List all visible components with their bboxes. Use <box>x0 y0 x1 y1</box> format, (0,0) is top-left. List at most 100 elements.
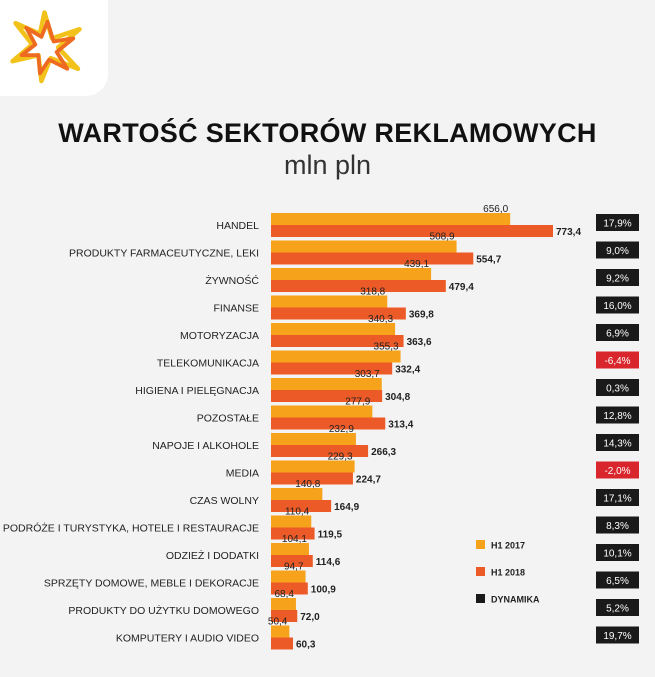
legend-label: H1 2017 <box>491 541 525 551</box>
value-label-h1-2018: 119,5 <box>318 530 343 541</box>
bar-h1-2017 <box>271 350 401 363</box>
bar-h1-2018 <box>271 390 383 402</box>
bar-h1-2018 <box>271 555 313 567</box>
bar-h1-2018 <box>271 472 353 485</box>
value-label-h1-2018: 304,8 <box>385 392 410 403</box>
bar-h1-2017 <box>271 295 388 308</box>
dynamika-value: 17,1% <box>603 494 631 505</box>
bar-h1-2018 <box>271 527 315 540</box>
dynamika-badge <box>596 269 639 286</box>
category-label: POZOSTAŁE <box>197 413 259 425</box>
dynamika-badge <box>596 544 639 561</box>
bar-h1-2017 <box>271 570 306 583</box>
dynamika-value: -2,0% <box>604 466 630 477</box>
dynamika-badge <box>596 214 639 231</box>
bar-h1-2017 <box>271 543 309 555</box>
category-label: PRODUKTY DO UŻYTKU DOMOWEGO <box>68 604 259 617</box>
bar-h1-2018 <box>271 445 369 457</box>
bar-h1-2018 <box>271 252 474 265</box>
dynamika-badge <box>596 626 639 644</box>
value-label-h1-2018: 369,8 <box>409 310 434 321</box>
value-label-h1-2017: 656,0 <box>483 204 508 215</box>
value-label-h1-2018: 114,6 <box>316 557 341 568</box>
value-label-h1-2017: 104,1 <box>282 534 307 545</box>
category-label: CZAS WOLNY <box>190 495 259 507</box>
dynamika-badge <box>596 296 639 314</box>
legend-label: DYNAMIKA <box>491 595 540 605</box>
value-label-h1-2018: 224,7 <box>356 475 381 486</box>
bar-h1-2018 <box>271 637 293 650</box>
bar-h1-2018 <box>271 280 446 292</box>
dynamika-value: 0,3% <box>606 384 629 395</box>
bar-h1-2018 <box>271 335 404 347</box>
value-label-h1-2017: 229,3 <box>328 452 353 463</box>
dynamika-value: 19,7% <box>603 631 631 642</box>
value-label-h1-2017: 110,4 <box>285 507 310 518</box>
chart-title: WARTOŚĆ SEKTORÓW REKLAMOWYCH <box>58 118 597 148</box>
bar-h1-2017 <box>271 515 312 528</box>
dynamika-value: 12,8% <box>603 411 631 422</box>
value-label-h1-2017: 318,8 <box>360 287 385 298</box>
category-label: MOTORYZACJA <box>180 330 259 342</box>
bar-h1-2017 <box>271 488 323 500</box>
value-label-h1-2017: 508,9 <box>430 232 455 243</box>
bar-h1-2017 <box>271 598 296 610</box>
dynamika-value: 8,3% <box>606 521 629 532</box>
dynamika-value: 10,1% <box>603 549 631 560</box>
value-label-h1-2018: 554,7 <box>476 255 501 266</box>
value-label-h1-2018: 773,4 <box>556 227 581 238</box>
category-label: MEDIA <box>226 468 259 480</box>
bar-h1-2017 <box>271 433 356 445</box>
value-label-h1-2017: 232,9 <box>329 424 354 435</box>
value-label-h1-2018: 363,6 <box>407 337 432 348</box>
category-label: ŻYWNOŚĆ <box>205 274 259 287</box>
category-label: HANDEL <box>216 220 259 232</box>
bar-h1-2017 <box>271 268 432 280</box>
chart-subtitle: mln pln <box>283 150 372 180</box>
dynamika-badge <box>596 516 639 534</box>
bar-h1-2017 <box>271 460 355 473</box>
value-label-h1-2018: 313,4 <box>388 420 413 431</box>
category-label: TELEKOMUNIKACJA <box>157 358 259 370</box>
value-label-h1-2017: 439,1 <box>404 259 429 270</box>
dynamika-badge <box>596 571 639 589</box>
dynamika-value: -6,4% <box>604 356 630 367</box>
value-label-h1-2017: 340,3 <box>368 314 393 325</box>
bar-h1-2018 <box>271 225 553 237</box>
bar-h1-2018 <box>271 362 393 375</box>
bar-h1-2017 <box>271 213 511 225</box>
dynamika-value: 14,3% <box>603 439 631 450</box>
dynamika-value: 9,0% <box>606 246 629 257</box>
value-label-h1-2017: 50,4 <box>268 617 288 628</box>
category-label: SPRZĘTY DOMOWE, MEBLE I DEKORACJE <box>44 578 259 590</box>
bar-h1-2017 <box>271 625 290 638</box>
value-label-h1-2017: 94,7 <box>284 562 304 573</box>
dynamika-badge <box>596 379 639 396</box>
dynamika-value: 16,0% <box>603 301 631 312</box>
category-label: KOMPUTERY I AUDIO VIDEO <box>116 633 259 645</box>
value-label-h1-2018: 164,9 <box>334 502 359 513</box>
dynamika-badge <box>596 489 639 506</box>
value-label-h1-2017: 277,9 <box>345 397 370 408</box>
bar-h1-2017 <box>271 405 373 418</box>
category-label: PRODUKTY FARMACEUTYCZNE, LEKI <box>69 248 259 260</box>
bar-h1-2018 <box>271 500 332 512</box>
legend-swatch <box>476 540 485 549</box>
value-label-h1-2018: 60,3 <box>296 640 316 651</box>
value-label-h1-2018: 100,9 <box>311 585 336 596</box>
category-label: NAPOJE I ALKOHOLE <box>152 440 259 452</box>
value-label-h1-2018: 332,4 <box>395 365 420 376</box>
value-label-h1-2018: 266,3 <box>371 447 396 458</box>
dynamika-badge <box>596 241 639 259</box>
dynamika-badge <box>596 461 639 479</box>
legend-swatch <box>476 567 485 576</box>
legend-swatch <box>476 594 485 603</box>
dynamika-badge <box>596 324 639 341</box>
bar-h1-2017 <box>271 240 457 253</box>
category-label: FINANSE <box>213 303 259 315</box>
dynamika-value: 6,9% <box>606 329 629 340</box>
category-label: HIGIENA I PIELĘGNACJA <box>135 385 259 397</box>
dynamika-badge <box>596 434 639 451</box>
value-label-h1-2017: 303,7 <box>355 369 380 380</box>
